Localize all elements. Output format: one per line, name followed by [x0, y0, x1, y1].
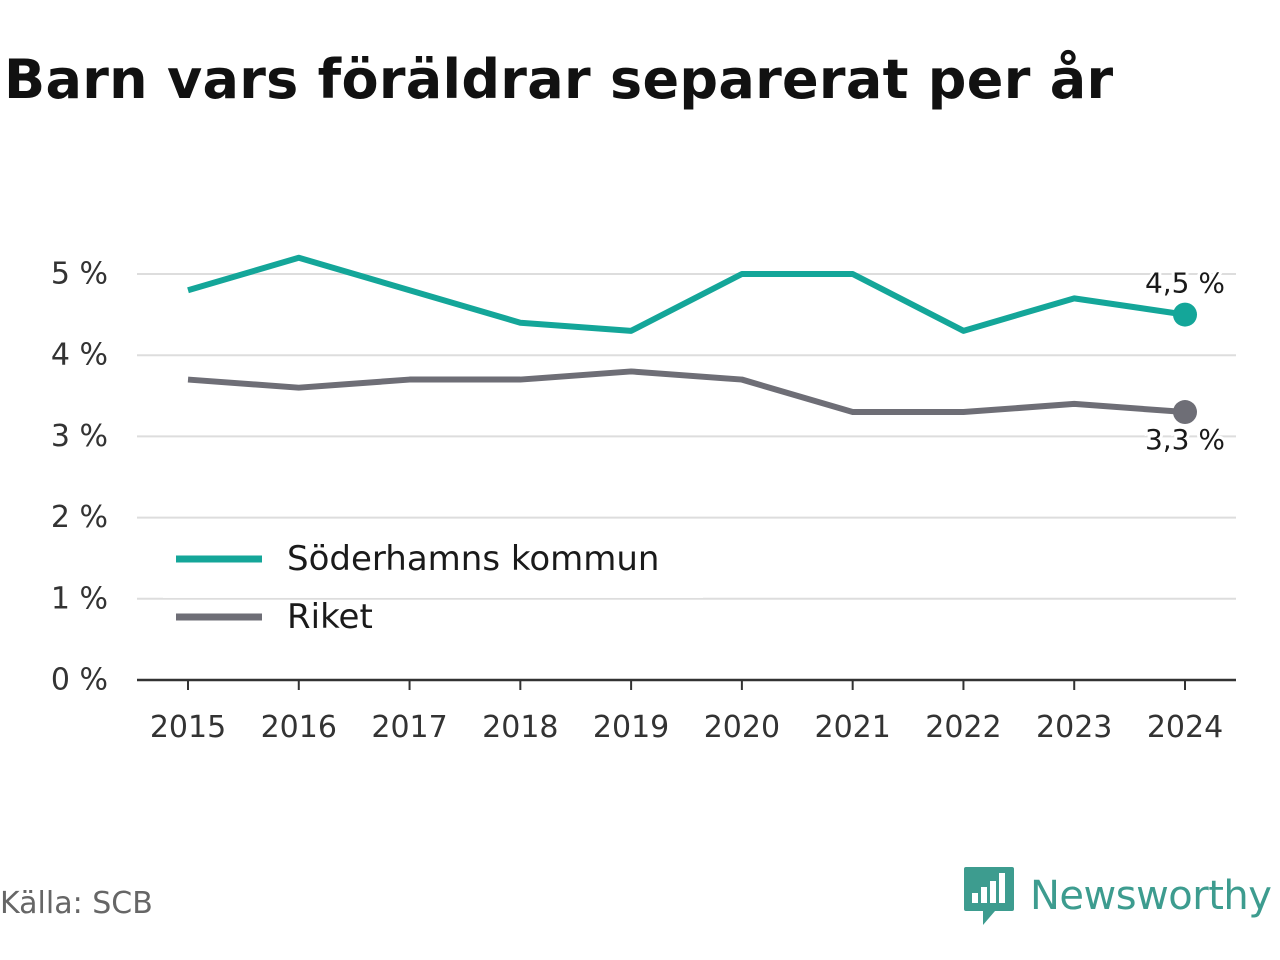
- series-end-point: [1173, 400, 1197, 425]
- x-tick-label: 2015: [150, 710, 226, 745]
- series-end-point: [1173, 302, 1197, 327]
- x-tick-label: 2020: [704, 710, 780, 745]
- x-tick-label: 2022: [925, 710, 1001, 745]
- x-tick-label: 2016: [261, 710, 337, 745]
- y-tick-label: 4 %: [51, 338, 108, 373]
- legend: Söderhamns kommun Riket: [163, 530, 703, 637]
- series-line: [187, 368, 1186, 416]
- x-tick-label: 2018: [482, 710, 558, 745]
- axes: 0 % 1 % 2 % 3 % 4 % 5 % 2015 2016 2017 2018 2019 20…: [51, 257, 1236, 745]
- y-tick-label: 5 %: [51, 257, 108, 292]
- bar-chart-speech-bubble-icon: [964, 867, 1014, 925]
- y-tick-label: 3 %: [51, 419, 108, 454]
- legend-label: Riket: [287, 597, 373, 637]
- brand-name: Newsworthy: [1030, 873, 1272, 919]
- series-end-label: 3,3 %: [1145, 423, 1225, 456]
- series-line: [187, 254, 1186, 334]
- x-tick-label: 2017: [371, 710, 447, 745]
- y-tick-label: 1 %: [51, 581, 108, 616]
- x-tick-label: 2024: [1147, 710, 1223, 745]
- brand-logo-block: Newsworthy: [962, 864, 1272, 928]
- x-tick-label: 2021: [814, 710, 890, 745]
- series-lines: 4,5 % 3,3 %: [187, 254, 1228, 459]
- x-tick-label: 2019: [593, 710, 669, 745]
- gridlines: [137, 273, 1236, 600]
- series-end-label: 4,5 %: [1145, 267, 1225, 300]
- legend-label: Söderhamns kommun: [287, 539, 659, 579]
- source-note: Källa: SCB: [0, 886, 153, 921]
- x-tick-label: 2023: [1036, 710, 1112, 745]
- y-tick-label: 2 %: [51, 500, 108, 535]
- legend-background: [163, 530, 703, 598]
- y-tick-label: 0 %: [51, 663, 108, 698]
- chart-title: Barn vars föräldrar separerat per år: [4, 48, 1114, 111]
